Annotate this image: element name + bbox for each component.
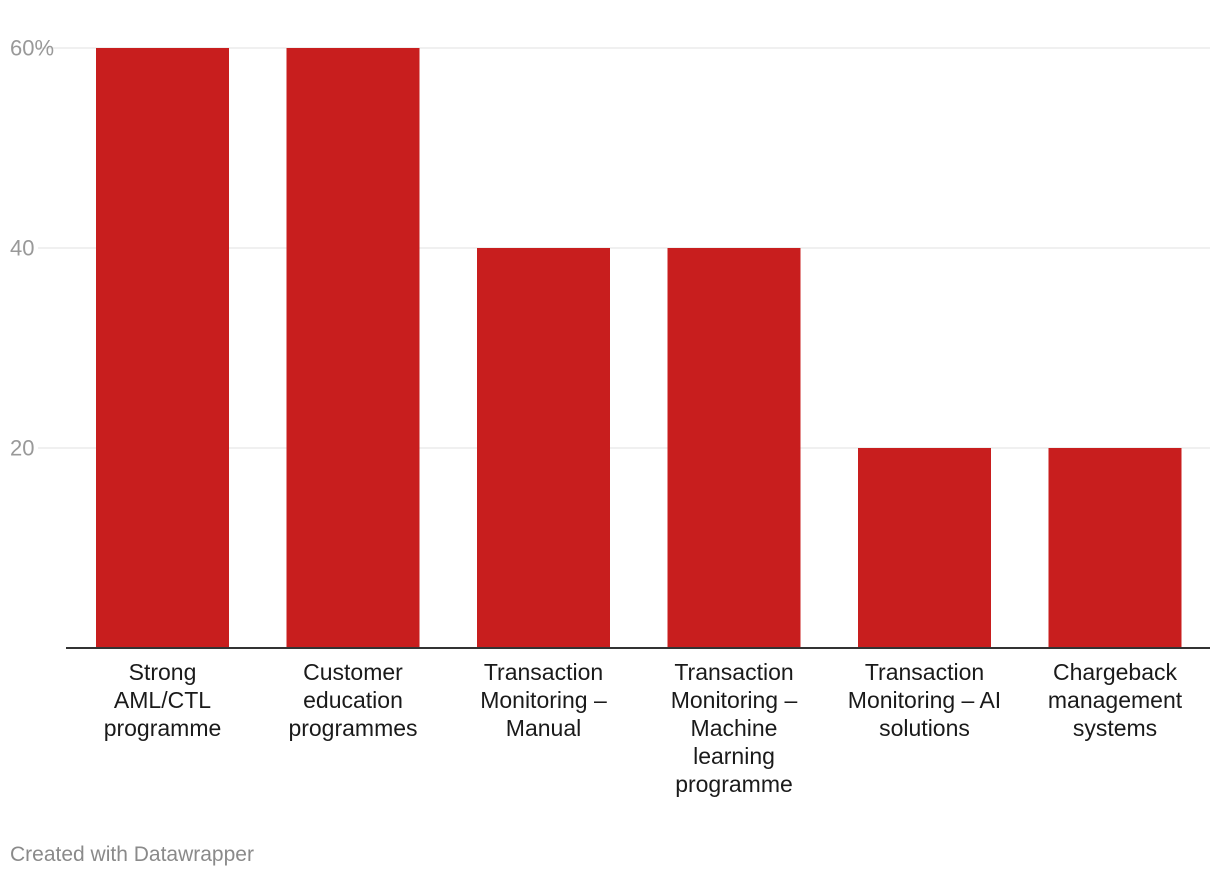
x-tick-label-4-line-4: learning [693,743,775,769]
x-tick-label-1-line-1: Strong [129,659,197,685]
x-tick-label-3-line-1: Transaction [484,659,603,685]
x-tick-label-2: Customer education programmes [288,659,417,741]
bar-3 [477,248,610,648]
x-tick-label-5-line-2: Monitoring – AI [848,687,1001,713]
x-tick-label-1: Strong AML/CTL programme [104,659,222,741]
bar-2 [286,48,420,648]
x-tick-label-5-line-1: Transaction [865,659,984,685]
x-tick-label-3-line-3: Manual [506,715,581,741]
x-tick-label-2-line-1: Customer [303,659,403,685]
gridlines: 20 40 60% [10,36,1210,461]
x-tick-label-4-line-3: Machine [691,715,778,741]
x-tick-label-2-line-3: programmes [288,715,417,741]
y-tick-label-40: 40 [10,236,34,261]
x-tick-label-6-line-3: systems [1073,715,1157,741]
x-tick-label-4-line-2: Monitoring – [671,687,798,713]
x-tick-label-1-line-3: programme [104,715,222,741]
y-tick-label-60: 60% [10,36,54,61]
x-tick-label-4: Transaction Monitoring – Machine learning pr… [671,659,798,797]
x-tick-label-6-line-2: management [1048,687,1183,713]
bar-5 [858,448,991,648]
x-tick-label-3-line-2: Monitoring – [480,687,607,713]
x-tick-label-4-line-5: programme [675,771,793,797]
datawrapper-credit: Created with Datawrapper [10,843,254,866]
x-tick-label-6: Chargeback management systems [1048,659,1183,741]
y-tick-label-20: 20 [10,436,34,461]
x-tick-label-6-line-1: Chargeback [1053,659,1178,685]
x-tick-label-2-line-2: education [303,687,403,713]
bars [96,48,1182,648]
bar-1 [96,48,229,648]
bar-4 [667,248,801,648]
x-tick-label-5-line-3: solutions [879,715,970,741]
x-tick-label-4-line-1: Transaction [674,659,793,685]
x-tick-label-3: Transaction Monitoring – Manual [480,659,607,741]
bar-6 [1048,448,1182,648]
x-tick-label-1-line-2: AML/CTL [114,687,211,713]
x-tick-label-5: Transaction Monitoring – AI solutions [848,659,1001,741]
